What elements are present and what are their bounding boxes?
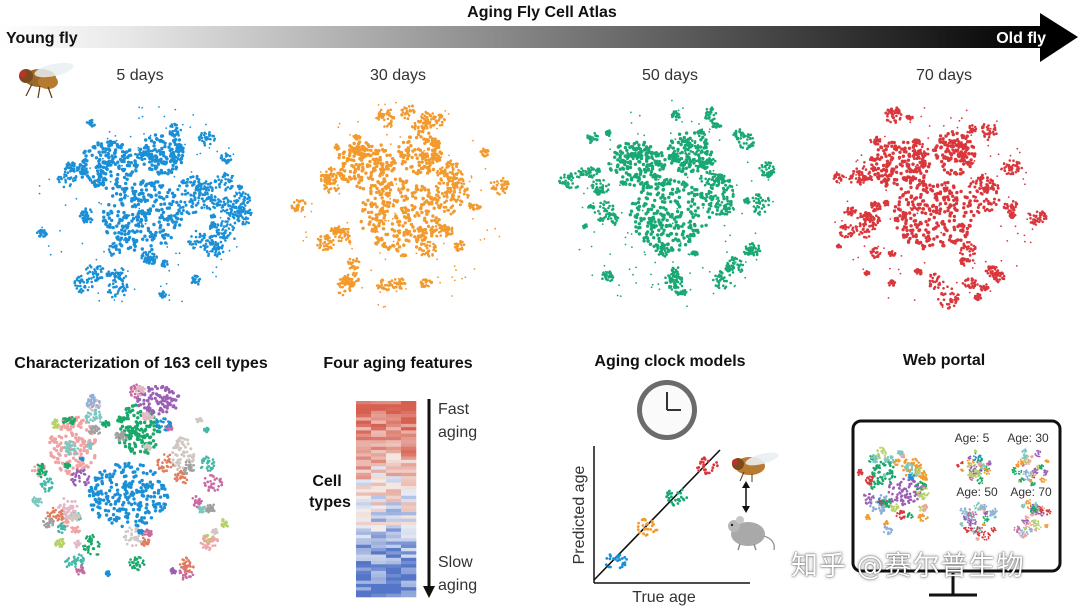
old-fly-label: Old fly (996, 30, 1046, 47)
cell-type-umap (30, 383, 229, 581)
fast-label: Fast (438, 401, 470, 418)
atlas-title: Aging Fly Cell Atlas (467, 4, 617, 21)
portal-title: Web portal (903, 352, 985, 369)
age-arrow (0, 13, 1078, 62)
umap-cloud-5-days (35, 106, 253, 303)
slow-aging-label: aging (438, 577, 477, 594)
umap-cloud-30-days (290, 101, 510, 308)
umap-cloud-70-days (832, 106, 1048, 310)
clock-xlabel: True age (632, 589, 696, 606)
portal-age-30: Age: 30 (1007, 431, 1049, 445)
timepoint-label-30: 30 days (370, 67, 426, 84)
portal-age-5: Age: 5 (955, 431, 990, 445)
fast-aging-label: aging (438, 424, 477, 441)
timepoint-label-70: 70 days (916, 67, 972, 84)
monitor-icon (851, 419, 1062, 597)
slow-label: Slow (438, 554, 473, 571)
features-title: Four aging features (323, 355, 472, 372)
timepoint-label-5: 5 days (116, 67, 163, 84)
portal-age-70: Age: 70 (1010, 485, 1052, 499)
clock-icon (637, 380, 697, 440)
watermark: 知乎 @赛尔普生物 (791, 551, 1025, 582)
clock-title: Aging clock models (594, 353, 745, 370)
clock-axes (593, 446, 750, 584)
cell-types-title: Characterization of 163 cell types (14, 355, 268, 372)
timepoint-label-50: 50 days (642, 67, 698, 84)
clock-ylabel: Predicted age (571, 466, 588, 565)
aging-features-heatmap (356, 401, 417, 598)
mouse-icon (728, 516, 775, 551)
types-label: types (309, 494, 351, 511)
portal-umap (856, 446, 930, 536)
double-arrow (742, 481, 750, 513)
clock-scatter-points (604, 456, 719, 570)
umap-cloud-50-days (558, 99, 776, 308)
fly-icon (19, 62, 74, 99)
aging-direction-arrow (423, 399, 435, 598)
portal-age-thumbnails (956, 448, 1052, 541)
portal-age-50: Age: 50 (956, 485, 998, 499)
young-fly-label: Young fly (6, 30, 78, 47)
cell-label: Cell (312, 473, 341, 490)
small-fly-icon (732, 452, 779, 482)
